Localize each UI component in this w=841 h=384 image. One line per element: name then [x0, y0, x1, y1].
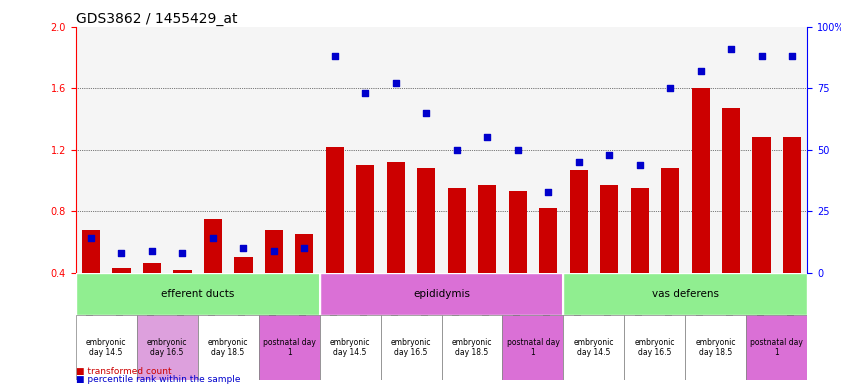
Text: embryonic
day 16.5: embryonic day 16.5: [391, 338, 431, 357]
Bar: [661, 168, 680, 334]
Point: [420, 110, 433, 116]
Point: [145, 247, 159, 253]
Bar: [173, 270, 192, 334]
Point: [542, 189, 555, 195]
FancyBboxPatch shape: [563, 273, 807, 315]
Text: efferent ducts: efferent ducts: [161, 289, 235, 299]
FancyBboxPatch shape: [685, 315, 747, 380]
Bar: [722, 108, 740, 334]
Text: embryonic
day 18.5: embryonic day 18.5: [452, 338, 492, 357]
Bar: [691, 88, 710, 334]
FancyBboxPatch shape: [320, 315, 380, 380]
Point: [480, 134, 494, 141]
Point: [724, 46, 738, 52]
FancyBboxPatch shape: [259, 315, 320, 380]
Bar: [753, 137, 771, 334]
Bar: [357, 165, 374, 334]
Bar: [417, 168, 436, 334]
Point: [328, 53, 341, 60]
Text: postnatal day
1: postnatal day 1: [750, 338, 803, 357]
Text: embryonic
day 14.5: embryonic day 14.5: [86, 338, 126, 357]
Text: embryonic
day 18.5: embryonic day 18.5: [208, 338, 248, 357]
Bar: [265, 230, 283, 334]
Bar: [387, 162, 405, 334]
FancyBboxPatch shape: [76, 273, 320, 315]
FancyBboxPatch shape: [136, 315, 198, 380]
FancyBboxPatch shape: [198, 315, 259, 380]
Bar: [234, 257, 252, 334]
Bar: [143, 263, 161, 334]
Point: [236, 245, 250, 251]
Bar: [783, 137, 801, 334]
Bar: [325, 147, 344, 334]
Bar: [509, 191, 526, 334]
Text: ■ transformed count: ■ transformed count: [76, 367, 172, 376]
FancyBboxPatch shape: [503, 315, 563, 380]
Point: [511, 147, 525, 153]
Bar: [82, 230, 100, 334]
Text: embryonic
day 16.5: embryonic day 16.5: [147, 338, 188, 357]
FancyBboxPatch shape: [76, 315, 136, 380]
Bar: [539, 208, 558, 334]
Point: [694, 68, 707, 74]
Text: embryonic
day 16.5: embryonic day 16.5: [635, 338, 675, 357]
Text: epididymis: epididymis: [413, 289, 470, 299]
Bar: [569, 170, 588, 334]
Bar: [295, 234, 314, 334]
Text: ■ percentile rank within the sample: ■ percentile rank within the sample: [76, 375, 241, 384]
Point: [267, 247, 281, 253]
FancyBboxPatch shape: [320, 273, 563, 315]
Bar: [600, 185, 618, 334]
Point: [176, 250, 189, 256]
Text: postnatal day
1: postnatal day 1: [262, 338, 315, 357]
Bar: [113, 268, 130, 334]
FancyBboxPatch shape: [624, 315, 685, 380]
Bar: [447, 188, 466, 334]
Bar: [478, 185, 496, 334]
Point: [84, 235, 98, 241]
Text: GDS3862 / 1455429_at: GDS3862 / 1455429_at: [76, 12, 237, 26]
FancyBboxPatch shape: [380, 315, 442, 380]
Point: [450, 147, 463, 153]
FancyBboxPatch shape: [747, 315, 807, 380]
Point: [664, 85, 677, 91]
Point: [358, 90, 372, 96]
Bar: [204, 219, 222, 334]
Point: [298, 245, 311, 251]
Text: postnatal day
1: postnatal day 1: [506, 338, 559, 357]
Bar: [631, 188, 649, 334]
FancyBboxPatch shape: [442, 315, 503, 380]
Point: [114, 250, 128, 256]
Text: embryonic
day 14.5: embryonic day 14.5: [330, 338, 370, 357]
Point: [755, 53, 769, 60]
FancyBboxPatch shape: [563, 315, 624, 380]
Point: [633, 161, 647, 167]
Point: [206, 235, 220, 241]
Text: vas deferens: vas deferens: [652, 289, 719, 299]
Point: [572, 159, 585, 165]
Point: [785, 53, 799, 60]
Text: embryonic
day 18.5: embryonic day 18.5: [696, 338, 736, 357]
Text: embryonic
day 14.5: embryonic day 14.5: [574, 338, 614, 357]
Point: [389, 80, 403, 86]
Point: [602, 152, 616, 158]
